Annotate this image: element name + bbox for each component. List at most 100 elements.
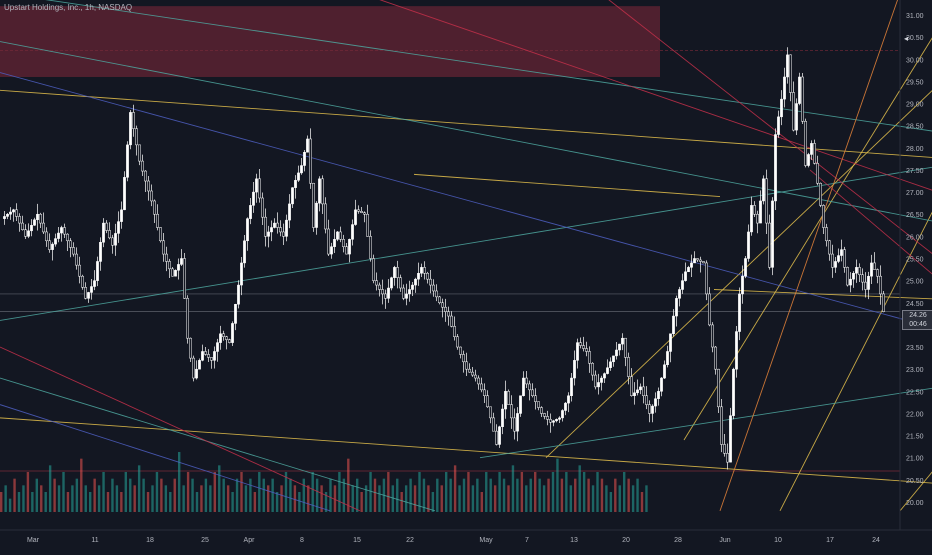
volume-bar: [13, 478, 16, 512]
candle-body: [78, 264, 81, 277]
volume-bar: [8, 498, 12, 512]
volume-bar: [542, 485, 546, 512]
candle-body: [198, 360, 201, 370]
candle-body: [792, 92, 795, 131]
candle-body: [729, 415, 732, 463]
candle-body: [66, 233, 69, 242]
candle-body: [417, 273, 420, 280]
candle-body: [483, 389, 486, 396]
volume-bar: [115, 485, 119, 512]
candle-body: [276, 222, 279, 228]
candle-body: [870, 262, 873, 277]
price-tick-label: 23.50: [906, 345, 924, 352]
candle-body: [381, 289, 384, 295]
volume-bar: [462, 478, 466, 512]
candle-body: [306, 138, 309, 153]
bar-countdown: 00:46: [909, 321, 927, 328]
candle-body: [447, 311, 450, 317]
candle-body: [798, 76, 801, 104]
candle-body: [525, 377, 528, 385]
volume-bar: [436, 478, 439, 512]
candle-body: [831, 253, 834, 268]
price-tick-label: 21.00: [906, 456, 924, 463]
candle-body: [435, 290, 438, 298]
volume-bar: [226, 485, 230, 512]
candle-body: [162, 240, 165, 255]
volume-bar: [311, 472, 314, 512]
candle-body: [747, 231, 750, 259]
candle-body: [675, 298, 678, 317]
candle-body: [438, 296, 441, 304]
candle-body: [330, 246, 333, 255]
volume-bar: [133, 485, 136, 512]
volume-bar: [445, 472, 448, 512]
volume-bar: [178, 452, 181, 512]
candle-body: [252, 191, 255, 206]
candle-body: [879, 275, 882, 295]
volume-bar: [26, 472, 30, 512]
volume-bar: [289, 478, 292, 512]
candle-body: [711, 324, 714, 348]
volume-bar: [600, 478, 604, 512]
candle-body: [75, 253, 78, 266]
candle-body: [270, 227, 273, 233]
candle-body: [882, 293, 885, 312]
volume-bar: [142, 478, 145, 512]
volume-bar: [320, 485, 323, 512]
candle-body: [471, 371, 474, 376]
volume-bar: [565, 472, 568, 512]
candle-body: [390, 277, 393, 289]
candle-body: [429, 278, 432, 286]
candle-body: [195, 368, 198, 379]
time-axis[interactable]: Mar 11 18 25 Apr 8 15 22 May 7 13 20 28 Jun 10 17 24: [27, 537, 880, 544]
trendline: [0, 166, 932, 321]
candle-body: [573, 360, 576, 379]
candle-body: [645, 395, 648, 405]
volume-bar: [307, 485, 310, 512]
candle-body: [45, 231, 48, 242]
candle-body: [873, 262, 876, 270]
volume-bar: [449, 478, 452, 512]
candle-body: [492, 417, 495, 432]
volume-bar: [338, 472, 341, 512]
candle-body: [465, 361, 468, 370]
candle-body: [486, 395, 489, 408]
candle-body: [651, 405, 654, 414]
candle-body: [159, 227, 162, 242]
candle-body: [426, 273, 429, 280]
volume-bar: [222, 478, 225, 512]
volume-bar: [551, 472, 555, 512]
candle-body: [369, 236, 372, 259]
candle-body: [738, 293, 741, 332]
volume-bar: [284, 472, 288, 512]
volume-bar: [182, 485, 185, 512]
symbol-title[interactable]: Upstart Holdings, Inc., 1h, NASDAQ: [4, 3, 133, 12]
last-price-badge[interactable]: 24.26 00:46: [902, 310, 932, 330]
candle-body: [348, 239, 351, 255]
volume-bar: [160, 478, 163, 512]
volume-bar: [596, 472, 599, 512]
time-tick-label: 24: [872, 537, 880, 544]
volume-bar: [102, 472, 105, 512]
candle-body: [114, 233, 117, 246]
candle-body: [90, 286, 93, 293]
candle-body: [552, 420, 555, 423]
candle-body: [723, 444, 726, 454]
candle-body: [687, 267, 690, 273]
candle-body: [597, 382, 600, 388]
volume-bar: [218, 465, 221, 512]
candle-body: [834, 261, 837, 268]
candle-body: [333, 239, 336, 247]
candle-body: [585, 348, 588, 352]
candle-body: [753, 205, 756, 215]
candle-body: [789, 54, 792, 93]
candle-body: [771, 200, 774, 268]
trendlines-layer[interactable]: [0, 0, 932, 512]
candle-body: [318, 178, 321, 204]
price-axis[interactable]: 31.00 30.50 30.00 29.50 29.00 28.50 28.00 27.50…: [906, 13, 924, 507]
volume-bar: [480, 492, 483, 512]
candle-body: [123, 177, 126, 211]
candle-body: [459, 346, 462, 355]
